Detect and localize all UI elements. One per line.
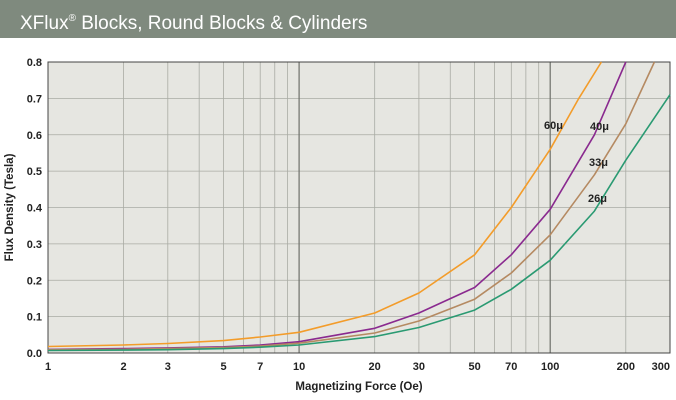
title-rest: Blocks, Round Blocks & Cylinders (75, 13, 368, 34)
flux-density-chart: 60μ 40μ 33μ 26μ 0.0 0.1 0.2 0.3 0.4 0.5 0.6 0.7 0.8 1… (4, 57, 671, 393)
x-tick-label: 7 (257, 361, 263, 373)
y-tick-label: 0.4 (27, 203, 43, 215)
series-line (47, 94, 671, 352)
plot-frame (47, 61, 671, 354)
x-tick-label: 70 (505, 361, 517, 373)
x-axis-title: Magnetizing Force (Oe) (295, 381, 422, 393)
y-axis-title: Flux Density (Tesla) (4, 153, 16, 261)
title-main: XFlux (20, 13, 69, 34)
y-tick-label: 0.8 (27, 57, 42, 69)
y-tick-label: 0.3 (27, 239, 42, 251)
series-label: 40μ (590, 121, 609, 133)
y-tick-label: 0.5 (27, 166, 42, 178)
x-tick-label: 10 (293, 361, 305, 373)
x-tick-label: 300 (652, 361, 670, 373)
x-tick-label: 50 (468, 361, 480, 373)
x-tick-label: 2 (121, 361, 127, 373)
series-line (47, 61, 656, 351)
y-tick-label: 0.6 (27, 130, 42, 142)
y-tick-label: 0.1 (27, 312, 42, 324)
y-tick-label: 0.7 (27, 93, 42, 105)
x-tick-label: 3 (165, 361, 171, 373)
y-tick-label: 0.0 (27, 348, 42, 360)
series-label: 26μ (588, 193, 607, 205)
series-label: 60μ (544, 120, 563, 132)
x-tick-label: 5 (220, 361, 226, 373)
header-banner: XFlux® Blocks, Round Blocks & Cylinders (0, 0, 676, 38)
x-tick-label: 30 (413, 361, 425, 373)
series-line (47, 61, 603, 348)
page-title: XFlux® Blocks, Round Blocks & Cylinders (20, 7, 367, 36)
registered-mark: ® (68, 13, 76, 24)
x-tick-label: 20 (369, 361, 381, 373)
x-tick-label: 100 (541, 361, 559, 373)
x-tick-label: 200 (617, 361, 635, 373)
y-tick-label: 0.2 (27, 275, 42, 287)
x-tick-label: 1 (45, 361, 51, 373)
series-label: 33μ (589, 157, 608, 169)
